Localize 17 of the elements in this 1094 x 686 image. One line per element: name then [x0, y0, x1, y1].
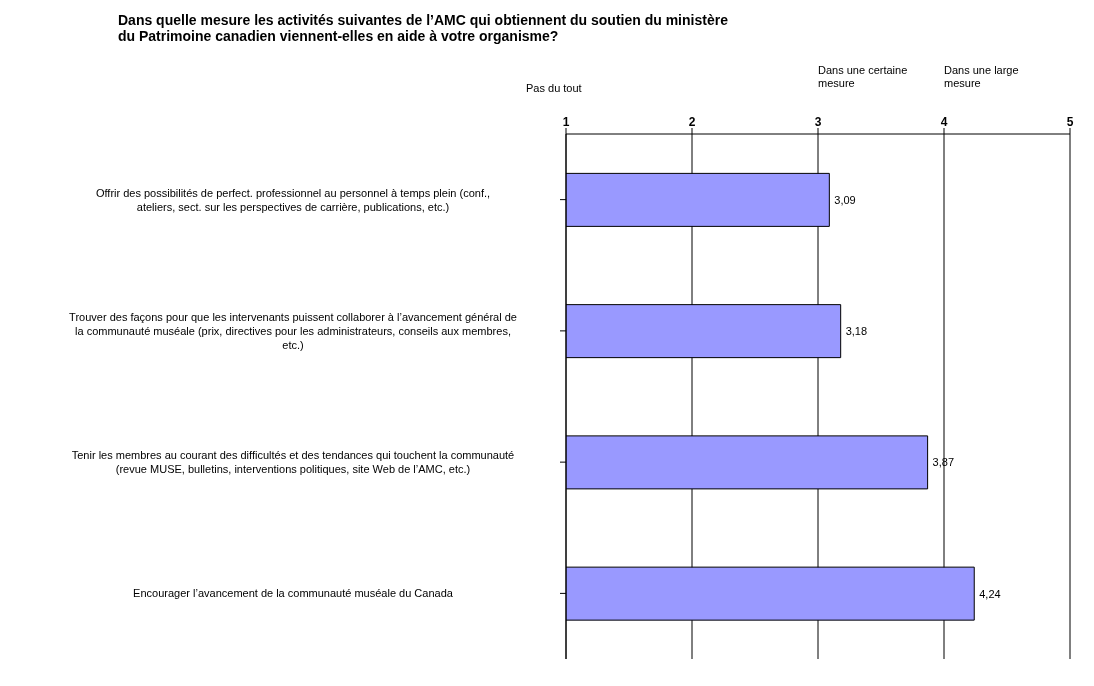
y-tick-label: Offrir des possibilités de perfect. professionnel au personnel à temps plein (conf., ateliers, sect. sur les perspectives de carrière, publications, etc.) [95, 186, 491, 213]
data-label: 3,87 [932, 456, 955, 469]
y-tick-label: Tenir les membres au courant des difficultés et des tendances qui touchent la communauté (revue MUSE, bulletins, interventions politiques, site Web de l’AMC, etc.) [71, 449, 515, 476]
text: Dans quelle mesure les activités suivantes de l’AMC qui obtiennent du soutien du ministère du Patrimoine canadien viennent-elles en aide à votre organisme? [117, 11, 729, 46]
data-label: 3,09 [834, 193, 856, 206]
x-tick-label: 4 [940, 115, 948, 129]
y-tick-label: Trouver des façons pour que les intervenants puissent collaborer à l’avancement général de la communauté muséale (prix, directives pour les administrateurs, conseils aux membres, etc.) [69, 310, 517, 351]
x-tick-label: 2 [688, 115, 696, 129]
x-tick-label: 1 [562, 115, 570, 129]
y-tick-label: Encourager l’avancement de la communauté muséale du Canada [133, 587, 454, 600]
x-tick-label: 3 [814, 115, 822, 129]
data-label: 4,24 [979, 587, 1001, 600]
text: Dans une large mesure [944, 64, 1020, 90]
data-label: 3,18 [845, 325, 868, 338]
text: Dans une certaine mesure [818, 64, 908, 90]
x-tick-label: 5 [1066, 115, 1074, 129]
text: Pas du tout [526, 82, 583, 95]
